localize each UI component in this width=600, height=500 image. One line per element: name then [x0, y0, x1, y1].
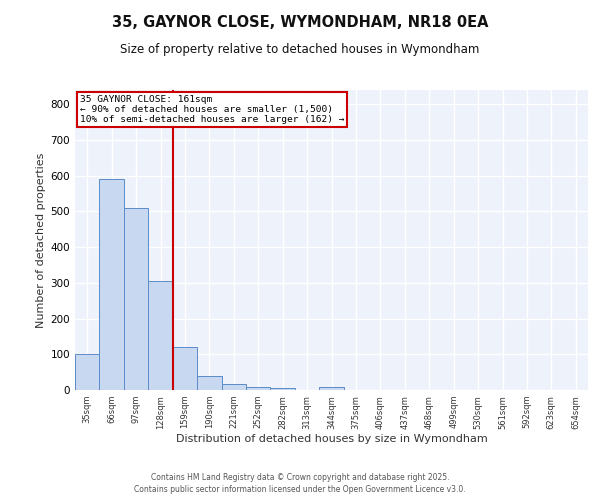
Bar: [100, 180, 124, 390]
Text: Contains HM Land Registry data © Crown copyright and database right 2025.
Contai: Contains HM Land Registry data © Crown c…: [134, 472, 466, 494]
Bar: [319, 387, 344, 390]
Bar: [246, 387, 271, 390]
Bar: [221, 384, 246, 390]
Bar: [148, 281, 173, 390]
Y-axis label: Number of detached properties: Number of detached properties: [37, 152, 46, 328]
Text: Size of property relative to detached houses in Wymondham: Size of property relative to detached ho…: [121, 42, 479, 56]
Bar: [271, 388, 295, 390]
Bar: [124, 208, 148, 390]
X-axis label: Distribution of detached houses by size in Wymondham: Distribution of detached houses by size …: [176, 434, 487, 444]
Bar: [197, 376, 221, 390]
Text: 35 GAYNOR CLOSE: 161sqm
← 90% of detached houses are smaller (1,500)
10% of semi: 35 GAYNOR CLOSE: 161sqm ← 90% of detache…: [80, 94, 344, 124]
Bar: [75, 354, 100, 390]
Text: 35, GAYNOR CLOSE, WYMONDHAM, NR18 0EA: 35, GAYNOR CLOSE, WYMONDHAM, NR18 0EA: [112, 15, 488, 30]
Bar: [173, 347, 197, 390]
